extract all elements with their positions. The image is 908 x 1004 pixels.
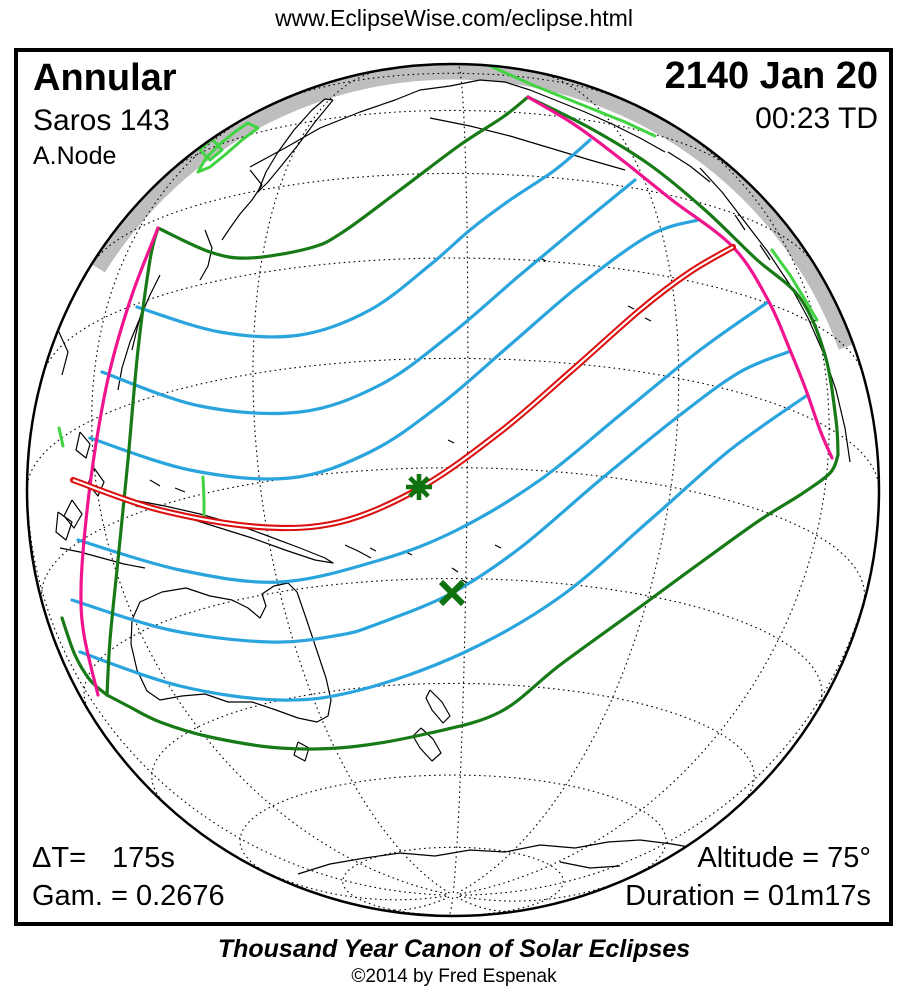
coastlines (55, 79, 851, 875)
graticule (26, 63, 880, 917)
altitude-label: Altitude = 75° (697, 842, 871, 874)
penumbra-limit-curves (60, 95, 840, 751)
greatest-eclipse-asterisk-icon (406, 474, 432, 500)
globe-limb-circle (25, 62, 881, 918)
copyright-text: ©2014 by Fred Espenak (351, 966, 557, 987)
canon-title: Thousand Year Canon of Solar Eclipses (217, 935, 691, 963)
eclipsed-coast-highlights (57, 64, 819, 522)
delta-t-line: ΔT= 175s (32, 842, 175, 875)
duration-label: Duration = 01m17s (625, 880, 871, 912)
node-label: A.Node (33, 142, 117, 170)
greatest-duration-x-icon (438, 579, 466, 607)
saros-label: Saros 143 (33, 104, 170, 137)
eclipse-type-label: Annular (33, 57, 177, 99)
gamma-label: Gam. = 0.2676 (32, 880, 225, 912)
central-path (69, 243, 737, 532)
eclipse-marks (406, 474, 466, 607)
delta-t-label: ΔT= (32, 842, 87, 874)
magnitude-curves (70, 138, 808, 702)
twilight-band (92, 64, 853, 350)
delta-t-value: 175s (112, 842, 175, 874)
eclipse-date-label: 2140 Jan 20 (664, 55, 878, 97)
rise-set-curves (79, 95, 834, 697)
eclipse-time-label: 00:23 TD (755, 102, 878, 135)
page-url-text: www.EclipseWise.com/eclipse.html (275, 5, 633, 31)
